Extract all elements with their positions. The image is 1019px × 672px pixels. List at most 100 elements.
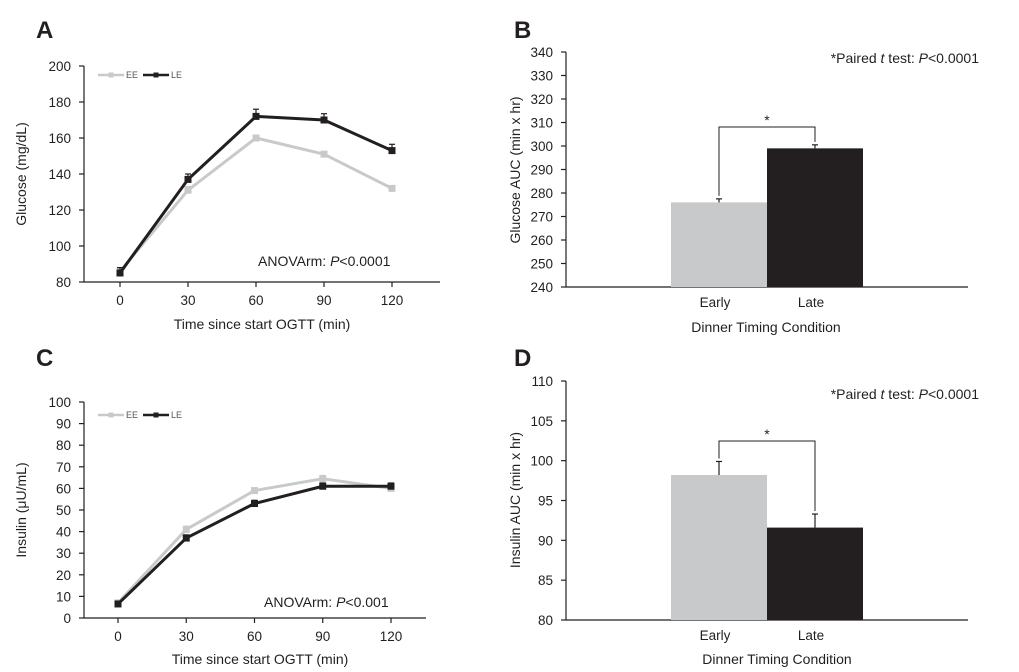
x-category-label: Early — [700, 628, 731, 643]
panel-d-x-ticks: Early Late — [700, 628, 825, 643]
panel-c-plot-area — [114, 474, 395, 608]
x-tick-label: 90 — [316, 293, 331, 308]
x-tick-label: 90 — [315, 629, 330, 644]
panel-c-letter: C — [36, 345, 53, 372]
significance-bracket — [718, 126, 816, 196]
legend-ee-label: EE — [126, 410, 138, 420]
y-tick-label: 100 — [48, 395, 71, 410]
panel-d-x-label: Dinner Timing Condition — [702, 651, 851, 667]
series-line-ee — [116, 477, 392, 604]
y-tick-label: 40 — [56, 525, 71, 540]
legend-ee: EE — [98, 70, 138, 80]
panel-d-y-ticks: 80 85 90 95 100 105 110 — [530, 374, 566, 628]
y-tick-label: 110 — [531, 374, 553, 389]
y-tick-label: 0 — [63, 611, 71, 626]
bar-early — [671, 202, 767, 287]
legend-ee: EE — [98, 410, 138, 420]
panel-b-y-label: Glucose AUC (min x hr) — [507, 96, 523, 243]
data-point-le — [388, 147, 396, 155]
y-tick-label: 80 — [538, 613, 553, 628]
data-point-le — [184, 175, 192, 183]
panel-c-y-label: Insulin (μU/mL) — [13, 462, 29, 557]
x-tick-label: 60 — [247, 629, 262, 644]
legend-le-label: LE — [171, 70, 182, 80]
x-tick-label: 0 — [114, 629, 122, 644]
panel-b-paired-test-annotation: *Paired t test: P<0.0001 — [831, 50, 979, 66]
panel-a-letter: A — [36, 17, 53, 44]
panel-c-y-ticks: 0 10 20 30 40 50 60 70 80 90 100 — [48, 395, 84, 626]
data-point-le — [319, 482, 327, 490]
x-tick-label: 60 — [248, 293, 263, 308]
y-tick-label: 160 — [48, 131, 71, 146]
y-tick-label: 320 — [530, 92, 553, 107]
x-tick-label: 0 — [116, 293, 124, 308]
data-point-ee — [319, 475, 327, 483]
panel-d-letter: D — [514, 345, 531, 372]
panel-c: C 0 10 20 30 40 50 60 70 80 90 100 0 30 60 90 120 EE L… — [13, 345, 426, 667]
y-tick-label: 90 — [56, 417, 71, 432]
panel-a-legend: EE LE — [98, 70, 182, 80]
panel-b: B 240 250 260 270 280 290 300 310 320 330 340 * Ea… — [507, 17, 979, 335]
panel-c-x-ticks: 0 30 60 90 120 — [114, 618, 402, 644]
panel-b-x-ticks: Early Late — [700, 295, 825, 310]
significance-bracket — [718, 440, 816, 512]
y-tick-label: 100 — [48, 239, 71, 254]
data-point-le — [320, 116, 328, 124]
bar-late — [767, 148, 863, 287]
panel-b-plot-area: * — [671, 112, 863, 287]
data-point-le — [251, 500, 258, 508]
y-tick-label: 60 — [56, 481, 71, 496]
legend-le-label: LE — [171, 410, 182, 420]
y-tick-label: 180 — [48, 95, 71, 110]
y-tick-label: 105 — [530, 414, 553, 429]
panel-b-y-ticks: 240 250 260 270 280 290 300 310 320 330 340 — [530, 45, 566, 295]
panel-a-y-ticks: 80 100 120 140 160 180 200 — [48, 59, 84, 290]
y-tick-label: 330 — [530, 69, 553, 84]
y-tick-label: 340 — [530, 45, 553, 60]
data-point-ee — [184, 186, 192, 194]
y-tick-label: 70 — [56, 460, 71, 475]
x-category-label: Late — [798, 295, 824, 310]
legend-le: LE — [143, 410, 182, 420]
x-tick-label: 120 — [381, 293, 404, 308]
y-tick-label: 30 — [56, 546, 71, 561]
y-tick-label: 290 — [530, 163, 553, 178]
x-category-label: Early — [700, 295, 731, 310]
y-tick-label: 260 — [530, 233, 553, 248]
data-point-le — [116, 269, 124, 277]
data-point-ee — [251, 487, 258, 495]
y-tick-label: 300 — [530, 139, 553, 154]
significance-star: * — [764, 112, 770, 128]
series-line-ee — [118, 136, 393, 273]
data-point-le — [252, 112, 260, 120]
y-tick-label: 85 — [538, 573, 553, 588]
panel-d-y-label: Insulin AUC (min x hr) — [507, 432, 523, 568]
y-tick-label: 50 — [56, 503, 71, 518]
y-tick-label: 80 — [56, 275, 71, 290]
panel-a-y-label: Glucose (mg/dL) — [13, 122, 29, 225]
data-point-ee — [320, 150, 328, 158]
panel-d-plot-area: * — [671, 426, 863, 620]
data-point-le — [114, 600, 122, 608]
data-point-ee — [182, 525, 190, 533]
y-tick-label: 90 — [538, 533, 553, 548]
x-category-label: Late — [798, 628, 824, 643]
panel-a-plot-area — [116, 108, 396, 277]
panel-b-x-label: Dinner Timing Condition — [691, 319, 840, 335]
panel-a-x-ticks: 0 30 60 90 120 — [116, 282, 403, 308]
panel-a-anova-annotation: ANOVArm: P<0.0001 — [258, 253, 391, 269]
data-point-ee — [388, 184, 396, 192]
y-tick-label: 95 — [538, 494, 553, 509]
x-tick-label: 120 — [380, 629, 403, 644]
y-tick-label: 120 — [48, 203, 71, 218]
x-tick-label: 30 — [180, 293, 195, 308]
y-tick-label: 250 — [530, 257, 553, 272]
y-tick-label: 280 — [530, 186, 553, 201]
bar-early — [671, 475, 767, 620]
y-tick-label: 100 — [530, 454, 553, 469]
y-tick-label: 20 — [56, 568, 71, 583]
bar-late — [767, 527, 863, 620]
y-tick-label: 140 — [48, 167, 71, 182]
data-point-le — [182, 534, 190, 542]
